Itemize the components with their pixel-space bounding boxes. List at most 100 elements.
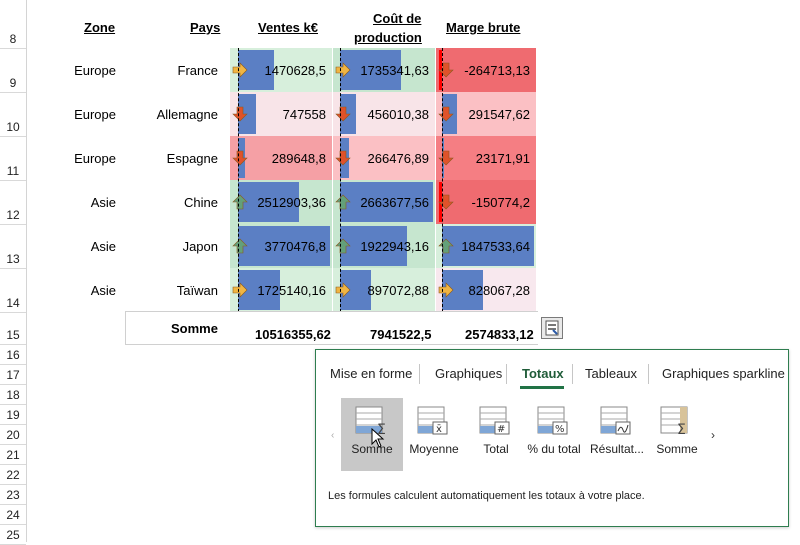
cell-zone[interactable]: Europe <box>74 63 116 78</box>
quick-analysis-button[interactable] <box>541 317 563 339</box>
tab-graphiques-sparkline[interactable]: Graphiques sparkline <box>662 366 785 381</box>
cell-ventes[interactable]: 747558 <box>230 92 332 136</box>
row-divider <box>0 136 26 137</box>
cell-marge[interactable]: 828067,28 <box>436 268 536 312</box>
row-number[interactable]: 9 <box>9 76 17 90</box>
cell-value: 1470628,5 <box>264 63 326 78</box>
option-somme-rows[interactable]: Σ Somme <box>341 398 403 471</box>
cell-zone[interactable]: Europe <box>74 151 116 166</box>
total-cout: 7941522,5 <box>370 327 432 342</box>
scroll-left-icon[interactable]: ‹ <box>331 430 335 441</box>
cell-value: 828067,28 <box>468 283 530 298</box>
row-divider <box>0 404 26 405</box>
tab-separator <box>419 364 420 384</box>
cell-marge[interactable]: -150774,2 <box>436 180 536 224</box>
arrow-down-icon <box>232 106 248 122</box>
cell-marge[interactable]: 291547,62 <box>436 92 536 136</box>
tab-separator <box>506 364 507 384</box>
cell-value: 747558 <box>282 107 326 122</box>
row-number[interactable]: 21 <box>6 448 20 462</box>
cell-pays[interactable]: France <box>177 63 218 78</box>
row-divider <box>0 224 26 225</box>
row-divider <box>0 424 26 425</box>
option-label: Somme <box>351 442 393 456</box>
row-number[interactable]: 15 <box>6 328 20 342</box>
cell-cout[interactable]: 2663677,56 <box>333 180 435 224</box>
row-number[interactable]: 25 <box>6 528 20 542</box>
row-number[interactable]: 16 <box>6 348 20 362</box>
quick-analysis-icon <box>545 320 559 336</box>
arrow-right-icon <box>335 282 351 298</box>
option-somme-cols[interactable]: Σ Somme <box>646 398 708 471</box>
option-total[interactable]: # Total <box>465 398 527 471</box>
cell-value: 289648,8 <box>271 151 326 166</box>
cell-value: 266476,89 <box>367 151 429 166</box>
scroll-right-icon[interactable]: › <box>711 428 715 442</box>
tab-tableaux[interactable]: Tableaux <box>585 366 638 381</box>
arrow-up-icon <box>335 238 351 254</box>
cell-cout[interactable]: 1735341,63 <box>333 48 435 92</box>
row-number[interactable]: 11 <box>6 164 20 178</box>
tab-mise-en-forme[interactable]: Mise en forme <box>330 366 413 381</box>
tab-graphiques[interactable]: Graphiques <box>435 366 503 381</box>
cell-ventes[interactable]: 3770476,8 <box>230 224 332 268</box>
cell-value: 1922943,16 <box>360 239 429 254</box>
cell-cout[interactable]: 266476,89 <box>333 136 435 180</box>
cell-pays[interactable]: Japon <box>182 239 218 254</box>
cell-cout[interactable]: 897072,88 <box>333 268 435 312</box>
cell-value: -150774,2 <box>471 195 530 210</box>
percent-icon: % <box>537 406 568 435</box>
data-bar <box>238 182 299 222</box>
row-number[interactable]: 14 <box>6 296 20 310</box>
cell-ventes[interactable]: 2512903,36 <box>230 180 332 224</box>
cell-cout[interactable]: 456010,38 <box>333 92 435 136</box>
row-divider <box>0 268 26 269</box>
arrow-right-icon <box>232 62 248 78</box>
cell-marge[interactable]: 23171,91 <box>436 136 536 180</box>
option-pct-total[interactable]: % % du total <box>523 398 585 471</box>
row-number[interactable]: 22 <box>6 468 20 482</box>
cell-value: 3770476,8 <box>264 239 326 254</box>
row-number[interactable]: 12 <box>6 208 20 222</box>
cell-pays[interactable]: Espagne <box>166 151 218 166</box>
row-number[interactable]: 10 <box>6 120 20 134</box>
cell-ventes[interactable]: 1470628,5 <box>230 48 332 92</box>
cell-ventes[interactable]: 1725140,16 <box>230 268 332 312</box>
row-number[interactable]: 19 <box>6 408 20 422</box>
cell-marge[interactable]: -264713,13 <box>436 48 536 92</box>
cell-zone[interactable]: Asie <box>90 283 116 298</box>
row-number[interactable]: 20 <box>6 428 20 442</box>
row-number[interactable]: 18 <box>6 388 20 402</box>
row-number[interactable]: 8 <box>9 32 17 46</box>
cell-marge[interactable]: 1847533,64 <box>436 224 536 268</box>
tab-totaux[interactable]: Totaux <box>522 366 564 381</box>
data-bar <box>442 226 534 266</box>
total-marge: 2574833,12 <box>465 327 534 342</box>
row-header-column <box>0 0 27 542</box>
cell-zone[interactable]: Asie <box>90 239 116 254</box>
cell-value: 456010,38 <box>367 107 429 122</box>
tab-active-underline <box>520 386 564 389</box>
header-marge: Marge brute <box>446 20 521 35</box>
cell-pays[interactable]: Allemagne <box>156 107 218 122</box>
arrow-right-icon <box>438 282 454 298</box>
arrow-down-icon <box>438 62 454 78</box>
sum-rows-icon: Σ <box>355 406 386 436</box>
row-number[interactable]: 24 <box>6 508 20 522</box>
quick-analysis-panel: Mise en forme Graphiques Totaux Tableaux… <box>315 349 789 527</box>
cell-cout[interactable]: 1922943,16 <box>333 224 435 268</box>
total-label-cell[interactable] <box>125 311 231 345</box>
option-resultat[interactable]: Résultat... <box>586 398 648 471</box>
cell-pays[interactable]: Taïwan <box>176 283 218 298</box>
data-bar <box>238 226 330 266</box>
cell-ventes[interactable]: 289648,8 <box>230 136 332 180</box>
cell-zone[interactable]: Asie <box>90 195 116 210</box>
row-number[interactable]: 23 <box>6 488 20 502</box>
row-number[interactable]: 17 <box>6 368 20 382</box>
row-number[interactable]: 13 <box>6 252 20 266</box>
cell-pays[interactable]: Chine <box>184 195 218 210</box>
header-ventes: Ventes k€ <box>258 20 318 35</box>
arrow-right-icon <box>335 62 351 78</box>
cell-zone[interactable]: Europe <box>74 107 116 122</box>
option-moyenne[interactable]: x̄ Moyenne <box>403 398 465 471</box>
